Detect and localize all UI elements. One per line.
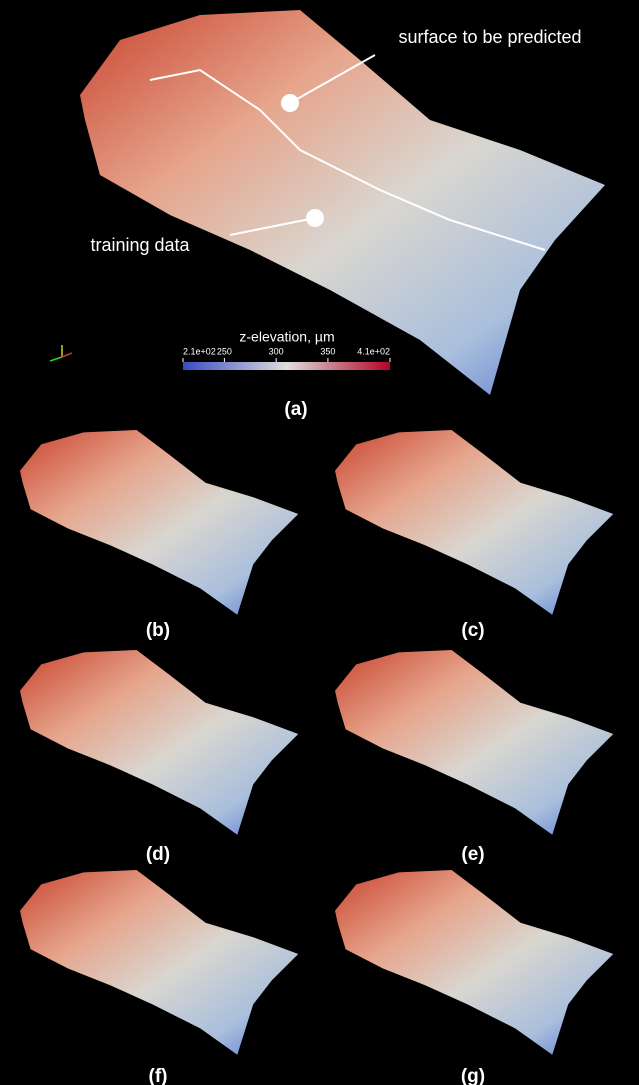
annotation: surface to be predicted <box>398 27 581 47</box>
surface-b <box>20 430 298 615</box>
colorbar-tick-label: 2.1e+02 <box>183 346 216 356</box>
surface-d <box>20 650 298 835</box>
surface-c <box>335 430 613 615</box>
page: {"annotations": {"predicted": "surface t… <box>0 0 639 1085</box>
panel-label: (a) <box>284 399 307 420</box>
colorbar <box>183 362 390 370</box>
axes-icon <box>50 345 72 361</box>
panel-label: (b) <box>146 620 170 641</box>
colorbar-title: z-elevation, µm <box>239 329 334 345</box>
surface-f <box>20 870 298 1055</box>
surface-e <box>335 650 613 835</box>
colorbar-tick-label: 300 <box>269 346 284 356</box>
colorbar-tick-label: 4.1e+02 <box>357 346 390 356</box>
surface-a <box>80 10 605 395</box>
panel-label: (c) <box>461 620 484 641</box>
panel-label: (e) <box>461 844 484 865</box>
figure: surface to be predicted training data z-… <box>0 0 639 1085</box>
panel-label: (g) <box>461 1066 485 1085</box>
surface-g <box>335 870 613 1055</box>
panel-label: (d) <box>146 844 170 865</box>
annotation: training data <box>90 235 190 255</box>
colorbar-tick-label: 350 <box>320 346 335 356</box>
colorbar-tick-label: 250 <box>217 346 232 356</box>
panel-label: (f) <box>149 1066 168 1085</box>
